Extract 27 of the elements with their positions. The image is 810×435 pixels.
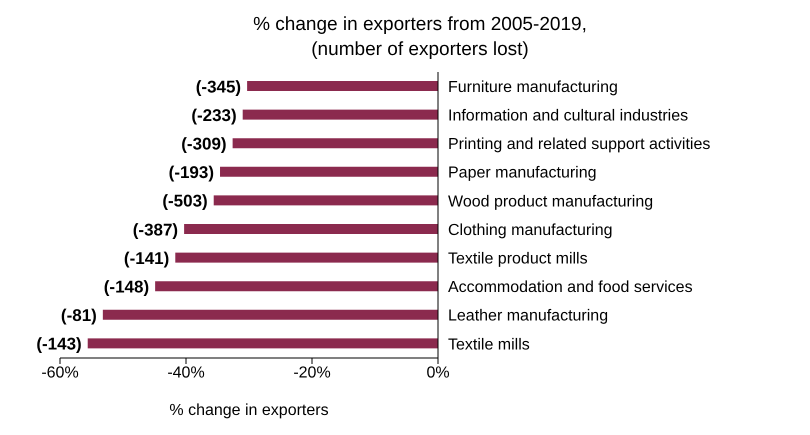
x-tick-label: -40% — [167, 364, 205, 382]
y-tick-label: Textile product mills — [448, 250, 588, 268]
y-tick-label: Information and cultural industries — [448, 108, 688, 124]
y-tick-label: Clothing manufacturing — [448, 222, 613, 239]
annotation: (-345) — [196, 77, 242, 96]
annotation: (-141) — [124, 248, 170, 268]
y-tick-label: Furniture manufacturing — [448, 78, 618, 96]
chart-subtitle: (number of exporters lost) — [310, 39, 530, 61]
annotation: (-387) — [132, 220, 178, 240]
x-tick-label: -20% — [293, 364, 331, 382]
y-tick-label: Leather manufacturing — [448, 308, 608, 325]
annotation: (-148) — [104, 277, 150, 296]
y-tick-label: Textile mills — [448, 336, 530, 354]
y-tick-label: Wood product manufacturing — [448, 193, 654, 210]
y-tick-label: Paper manufacturing — [448, 164, 597, 182]
annotation: (-309) — [181, 134, 227, 154]
y-tick-label: Printing and related support activities — [448, 136, 710, 154]
annotation: (-233) — [191, 106, 237, 125]
chart-title: % change in exporters from 2005-2019, — [252, 14, 588, 36]
annotation: (-143) — [36, 334, 82, 354]
y-tick-label: Accommodation and food services — [448, 279, 693, 296]
annotation: (-503) — [162, 192, 208, 211]
annotation: (-81) — [60, 306, 97, 326]
x-axis-title: % change in exporters — [169, 402, 329, 419]
x-tick-label: -60% — [41, 364, 79, 382]
x-tick-label: 0% — [426, 364, 450, 382]
annotation: (-193) — [168, 163, 214, 182]
